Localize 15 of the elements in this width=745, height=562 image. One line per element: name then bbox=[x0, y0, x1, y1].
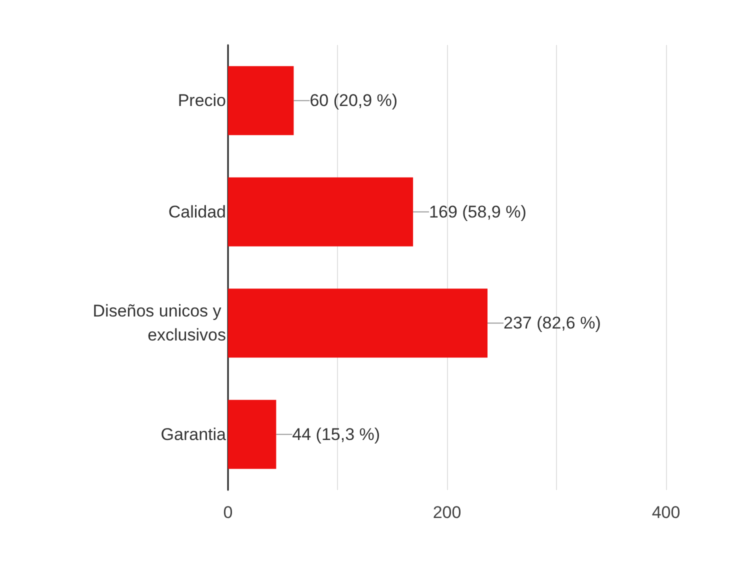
data-label: 60 (20,9 %) bbox=[310, 91, 398, 110]
data-label: 237 (82,6 %) bbox=[504, 314, 601, 333]
bar bbox=[228, 177, 414, 246]
data-label: 44 (15,3 %) bbox=[292, 424, 380, 444]
y-tick-label: Diseños unicos y exclusivos bbox=[92, 302, 226, 345]
x-tick-label: 200 bbox=[432, 503, 462, 522]
bar bbox=[228, 66, 294, 136]
data-label: 169 (58,9 %) bbox=[429, 202, 526, 222]
bar bbox=[228, 400, 276, 469]
x-tick-label: 0 bbox=[223, 503, 233, 522]
x-tick-label: 400 bbox=[652, 503, 680, 522]
bar bbox=[228, 288, 488, 358]
y-tick-label: Garantia bbox=[160, 424, 227, 444]
y-tick-label: Calidad bbox=[168, 202, 226, 222]
y-tick-label: Precio bbox=[178, 91, 226, 110]
